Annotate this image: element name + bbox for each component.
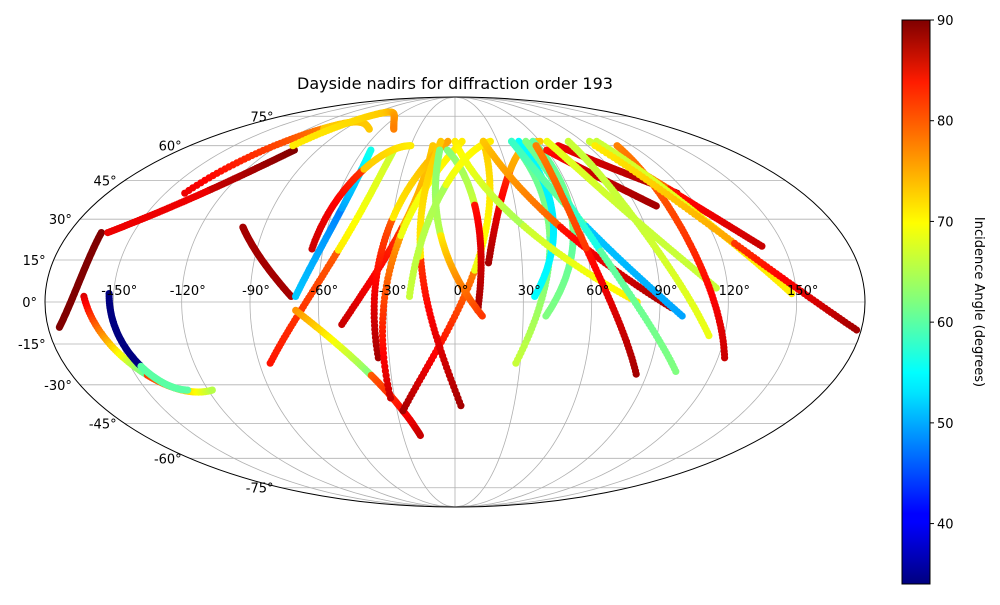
nadir-point	[478, 312, 486, 320]
nadir-point	[365, 125, 373, 133]
lat-tick-label: 0°	[22, 296, 37, 311]
nadir-point	[97, 229, 105, 237]
nadir-point	[532, 142, 540, 150]
lon-tick-label: 0°	[454, 284, 469, 299]
nadir-point	[712, 284, 720, 292]
lat-tick-label: -30°	[44, 379, 72, 394]
lat-tick-label: 45°	[94, 175, 117, 190]
colorbar-ticks: 40 50 60 70 80 90	[930, 14, 954, 533]
nadir-point	[458, 137, 466, 145]
lat-tick-labels: -75° -60° -45° -30° -15° 0° 15° 30° 45° 60° 75°	[18, 110, 274, 496]
nadir-point	[613, 142, 621, 150]
colorbar-tick-label: 50	[937, 417, 954, 432]
colorbar-tick-label: 60	[937, 316, 954, 331]
colorbar-tick-label: 80	[937, 115, 954, 130]
colorbar-tick-label: 90	[937, 14, 954, 29]
nadir-point	[208, 386, 216, 394]
lon-tick-label: 90°	[654, 284, 677, 299]
lon-tick-label: -90°	[242, 284, 270, 299]
lon-tick-label: -30°	[379, 284, 407, 299]
lat-tick-label: 30°	[49, 213, 72, 228]
lon-tick-label: 30°	[518, 284, 541, 299]
lon-tick-labels: -150° -120° -90° -60° -30° 0° 30° 60° 90° 120° 150…	[101, 284, 818, 299]
lat-tick-label: -60°	[154, 452, 182, 467]
lat-tick-label: 60°	[159, 140, 182, 155]
nadir-point	[705, 332, 713, 340]
grid-lines	[45, 97, 865, 507]
lon-tick-label: 150°	[787, 284, 818, 299]
lon-tick-label: -150°	[101, 284, 137, 299]
nadir-point	[444, 137, 452, 145]
nadir-point	[416, 431, 424, 440]
lon-tick-label: -120°	[170, 284, 206, 299]
nadir-point	[788, 290, 796, 298]
nadir-point	[104, 229, 112, 237]
lat-tick-label: -45°	[89, 417, 117, 432]
colorbar-tick-label: 70	[937, 215, 954, 230]
lat-tick-label: 15°	[23, 254, 46, 269]
colorbar-label: Incidence Angle (degrees)	[971, 217, 986, 387]
lat-tick-label: -75°	[246, 482, 274, 497]
colorbar-gradient	[901, 19, 931, 585]
lat-tick-label: 75°	[250, 110, 273, 125]
chart-title: Dayside nadirs for diffraction order 193	[297, 74, 613, 93]
nadir-point	[678, 312, 686, 320]
lon-tick-label: 120°	[719, 284, 750, 299]
nadir-point	[652, 202, 660, 210]
nadir-point	[672, 367, 680, 375]
colorbar-tick-label: 40	[937, 518, 954, 533]
nadir-point	[390, 125, 398, 133]
nadir-point	[184, 386, 192, 394]
lat-tick-label: -15°	[18, 338, 46, 353]
data-points	[55, 108, 861, 440]
map-boundary	[44, 96, 866, 508]
nadir-point	[407, 142, 415, 150]
colorbar: 40 50 60 70 80 90 Incidence Angle (degrees)	[901, 14, 986, 585]
nadir-point	[758, 242, 766, 250]
lon-tick-label: -60°	[310, 284, 338, 299]
nadir-point	[853, 326, 861, 334]
nadir-point	[437, 137, 445, 145]
nadir-point	[367, 146, 375, 154]
lon-tick-label: 60°	[586, 284, 609, 299]
